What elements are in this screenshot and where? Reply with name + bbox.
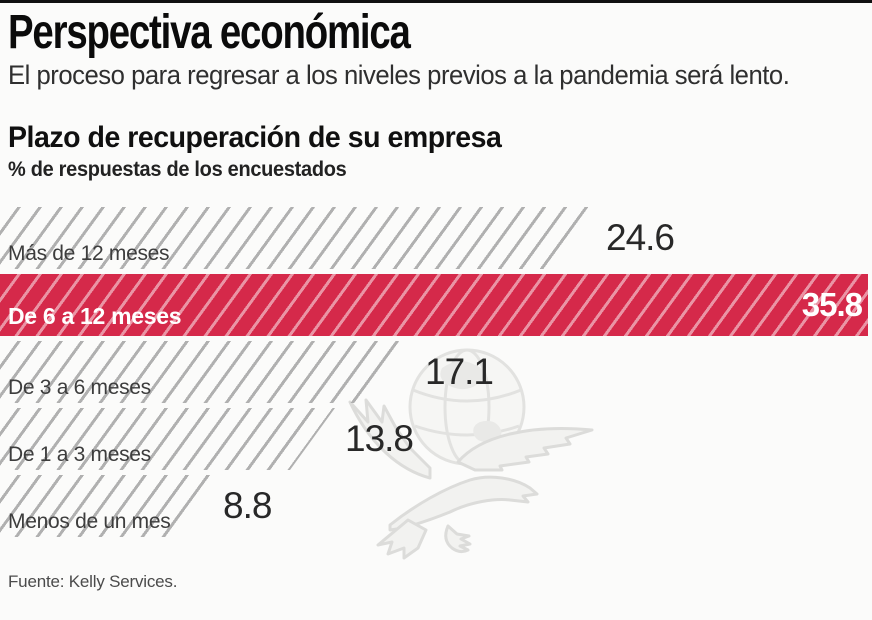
bar-chart: Más de 12 meses 24.6 De 6 a 12 meses 35.8 De… — [0, 207, 872, 537]
bar-value-label: 13.8 — [345, 418, 414, 459]
bar-row: Menos de un mes 8.8 — [0, 475, 872, 537]
bar — [0, 207, 596, 269]
bar-row: De 1 a 3 meses 13.8 — [0, 408, 872, 470]
chart-unit-label: % de respuestas de los encuestados — [8, 158, 347, 181]
publisher-eagle-globe-watermark-icon — [330, 330, 600, 565]
bar-category-label: De 6 a 12 meses — [8, 303, 182, 329]
bar — [0, 408, 335, 470]
bar-row: De 3 a 6 meses 17.1 — [0, 341, 872, 403]
bar-value-label: 8.8 — [223, 485, 272, 526]
bar-category-label: De 1 a 3 meses — [8, 443, 151, 466]
bar-category-label: Más de 12 meses — [8, 242, 170, 265]
bar-value-label: 17.1 — [425, 351, 494, 392]
source-note: Fuente: Kelly Services. — [8, 572, 178, 591]
top-rule — [0, 0, 872, 3]
bar-category-label: De 3 a 6 meses — [8, 376, 151, 399]
bar-highlighted — [0, 274, 868, 336]
bar-value-label: 35.8 — [801, 286, 863, 323]
bar — [0, 341, 415, 403]
bar-row: Más de 12 meses 24.6 — [0, 207, 872, 269]
page-subtitle: El proceso para regresar a los niveles p… — [8, 60, 790, 90]
bar-row: De 6 a 12 meses 35.8 — [0, 274, 872, 336]
bar-category-label: Menos de un mes — [8, 510, 171, 533]
bar-value-label: 24.6 — [606, 217, 675, 258]
chart-title: Plazo de recuperación de su empresa — [8, 121, 502, 154]
page-title: Perspectiva económica — [8, 6, 411, 59]
